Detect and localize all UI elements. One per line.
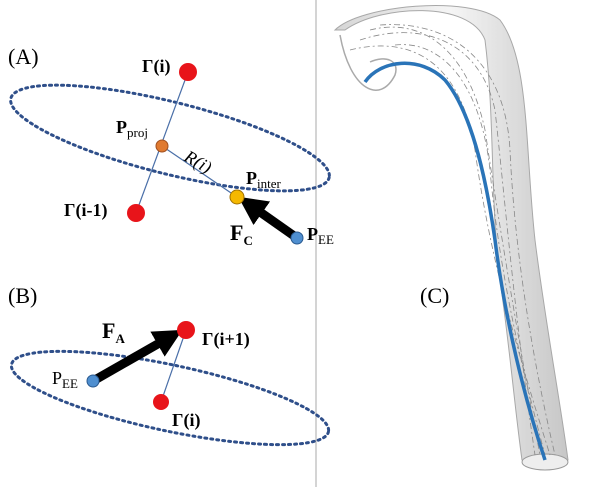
point bbox=[127, 204, 145, 222]
label-main: P bbox=[116, 117, 127, 137]
panel-c: (C) bbox=[335, 6, 568, 470]
panel-a: (A) Γ(i) Pproj R(i) Pinter Γ(i-1) FC PEE bbox=[2, 44, 338, 248]
point bbox=[156, 140, 168, 152]
label: Pproj bbox=[116, 117, 148, 140]
label: PEE bbox=[52, 368, 78, 391]
label-main: P bbox=[307, 224, 318, 244]
label: Γ(i+1) bbox=[202, 329, 250, 350]
label-sub: inter bbox=[257, 176, 281, 191]
label-main: F bbox=[230, 220, 243, 245]
label-sub: EE bbox=[62, 376, 78, 391]
label-sub: EE bbox=[318, 232, 334, 247]
force-arrow bbox=[93, 337, 170, 381]
label: Γ(i) bbox=[172, 410, 200, 431]
label-sub: C bbox=[243, 233, 252, 248]
label: Pinter bbox=[246, 168, 281, 191]
label: Γ(i-1) bbox=[64, 200, 107, 221]
panel-label: (B) bbox=[8, 283, 37, 308]
label-main: F bbox=[102, 318, 115, 343]
label: R(i) bbox=[180, 146, 216, 179]
panel-label: (C) bbox=[420, 283, 449, 308]
label: FA bbox=[102, 318, 125, 346]
label: PEE bbox=[307, 224, 334, 247]
point bbox=[153, 394, 169, 410]
label-main: P bbox=[246, 168, 257, 188]
figure: (A) Γ(i) Pproj R(i) Pinter Γ(i-1) FC PEE… bbox=[0, 0, 590, 487]
tube bbox=[335, 6, 568, 460]
label-main: P bbox=[52, 368, 62, 388]
ellipse bbox=[5, 332, 336, 464]
point bbox=[179, 63, 197, 81]
point bbox=[87, 375, 99, 387]
label-sub: A bbox=[115, 331, 125, 346]
label-sub: proj bbox=[127, 125, 148, 140]
label: FC bbox=[230, 220, 253, 248]
tube-edge bbox=[340, 35, 396, 90]
point bbox=[177, 321, 195, 339]
force-arrow bbox=[250, 205, 297, 238]
point bbox=[230, 190, 244, 204]
panel-label: (A) bbox=[8, 44, 39, 69]
point bbox=[291, 232, 303, 244]
ellipse bbox=[2, 63, 338, 212]
panel-b: (B) FA Γ(i+1) PEE Γ(i) bbox=[5, 283, 336, 464]
label: Γ(i) bbox=[142, 56, 170, 77]
